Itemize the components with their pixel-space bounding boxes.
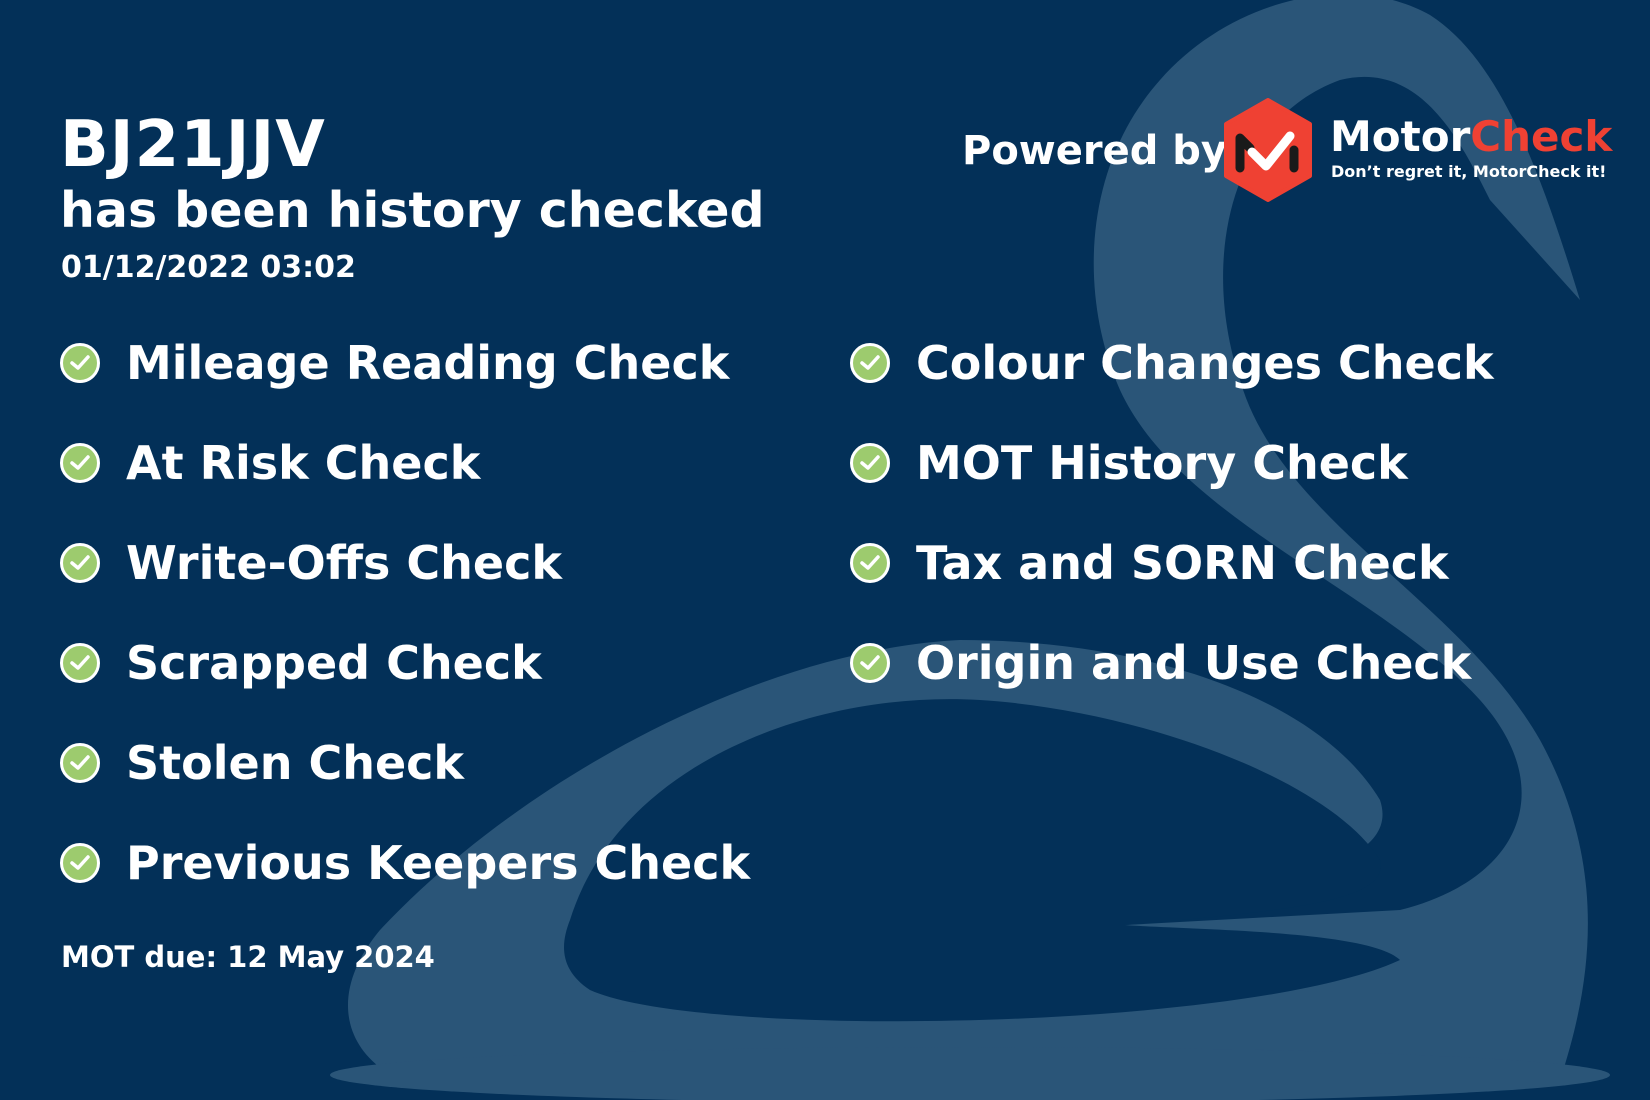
powered-by-label: Powered by	[962, 128, 1227, 174]
check-item: Colour Changes Check	[850, 333, 1494, 393]
check-circle-icon	[60, 843, 100, 883]
check-circle-icon	[850, 543, 890, 583]
subtitle: has been history checked	[60, 182, 765, 239]
check-item: Write-Offs Check	[60, 533, 562, 593]
check-item: Tax and SORN Check	[850, 533, 1449, 593]
check-label: Write-Offs Check	[126, 536, 562, 590]
registration-number: BJ21JJV	[60, 108, 326, 182]
check-label: Scrapped Check	[126, 636, 542, 690]
check-label: Previous Keepers Check	[126, 836, 751, 890]
check-item: Stolen Check	[60, 733, 464, 793]
check-circle-icon	[60, 343, 100, 383]
check-item: Scrapped Check	[60, 633, 542, 693]
check-item: Mileage Reading Check	[60, 333, 729, 393]
check-datetime: 01/12/2022 03:02	[61, 250, 356, 285]
check-circle-icon	[60, 643, 100, 683]
motorcheck-logo-icon	[1224, 98, 1312, 202]
check-label: Tax and SORN Check	[916, 536, 1449, 590]
check-circle-icon	[850, 643, 890, 683]
check-item: At Risk Check	[60, 433, 480, 493]
check-item: MOT History Check	[850, 433, 1408, 493]
check-label: Stolen Check	[126, 736, 465, 790]
check-item: Origin and Use Check	[850, 633, 1471, 693]
check-label: Origin and Use Check	[916, 636, 1472, 690]
brand-part-motor: Motor	[1330, 112, 1471, 161]
check-circle-icon	[60, 743, 100, 783]
check-label: Mileage Reading Check	[126, 336, 730, 390]
mot-due: MOT due: 12 May 2024	[61, 940, 435, 974]
check-item: Previous Keepers Check	[60, 833, 750, 893]
check-label: Colour Changes Check	[916, 336, 1494, 390]
brand-tagline: Don’t regret it, MotorCheck it!	[1331, 162, 1607, 181]
check-circle-icon	[850, 443, 890, 483]
brand-name: MotorCheck	[1330, 112, 1612, 161]
check-label: At Risk Check	[126, 436, 481, 490]
check-circle-icon	[850, 343, 890, 383]
check-circle-icon	[60, 543, 100, 583]
check-circle-icon	[60, 443, 100, 483]
brand-part-check: Check	[1470, 112, 1613, 161]
check-label: MOT History Check	[916, 436, 1408, 490]
